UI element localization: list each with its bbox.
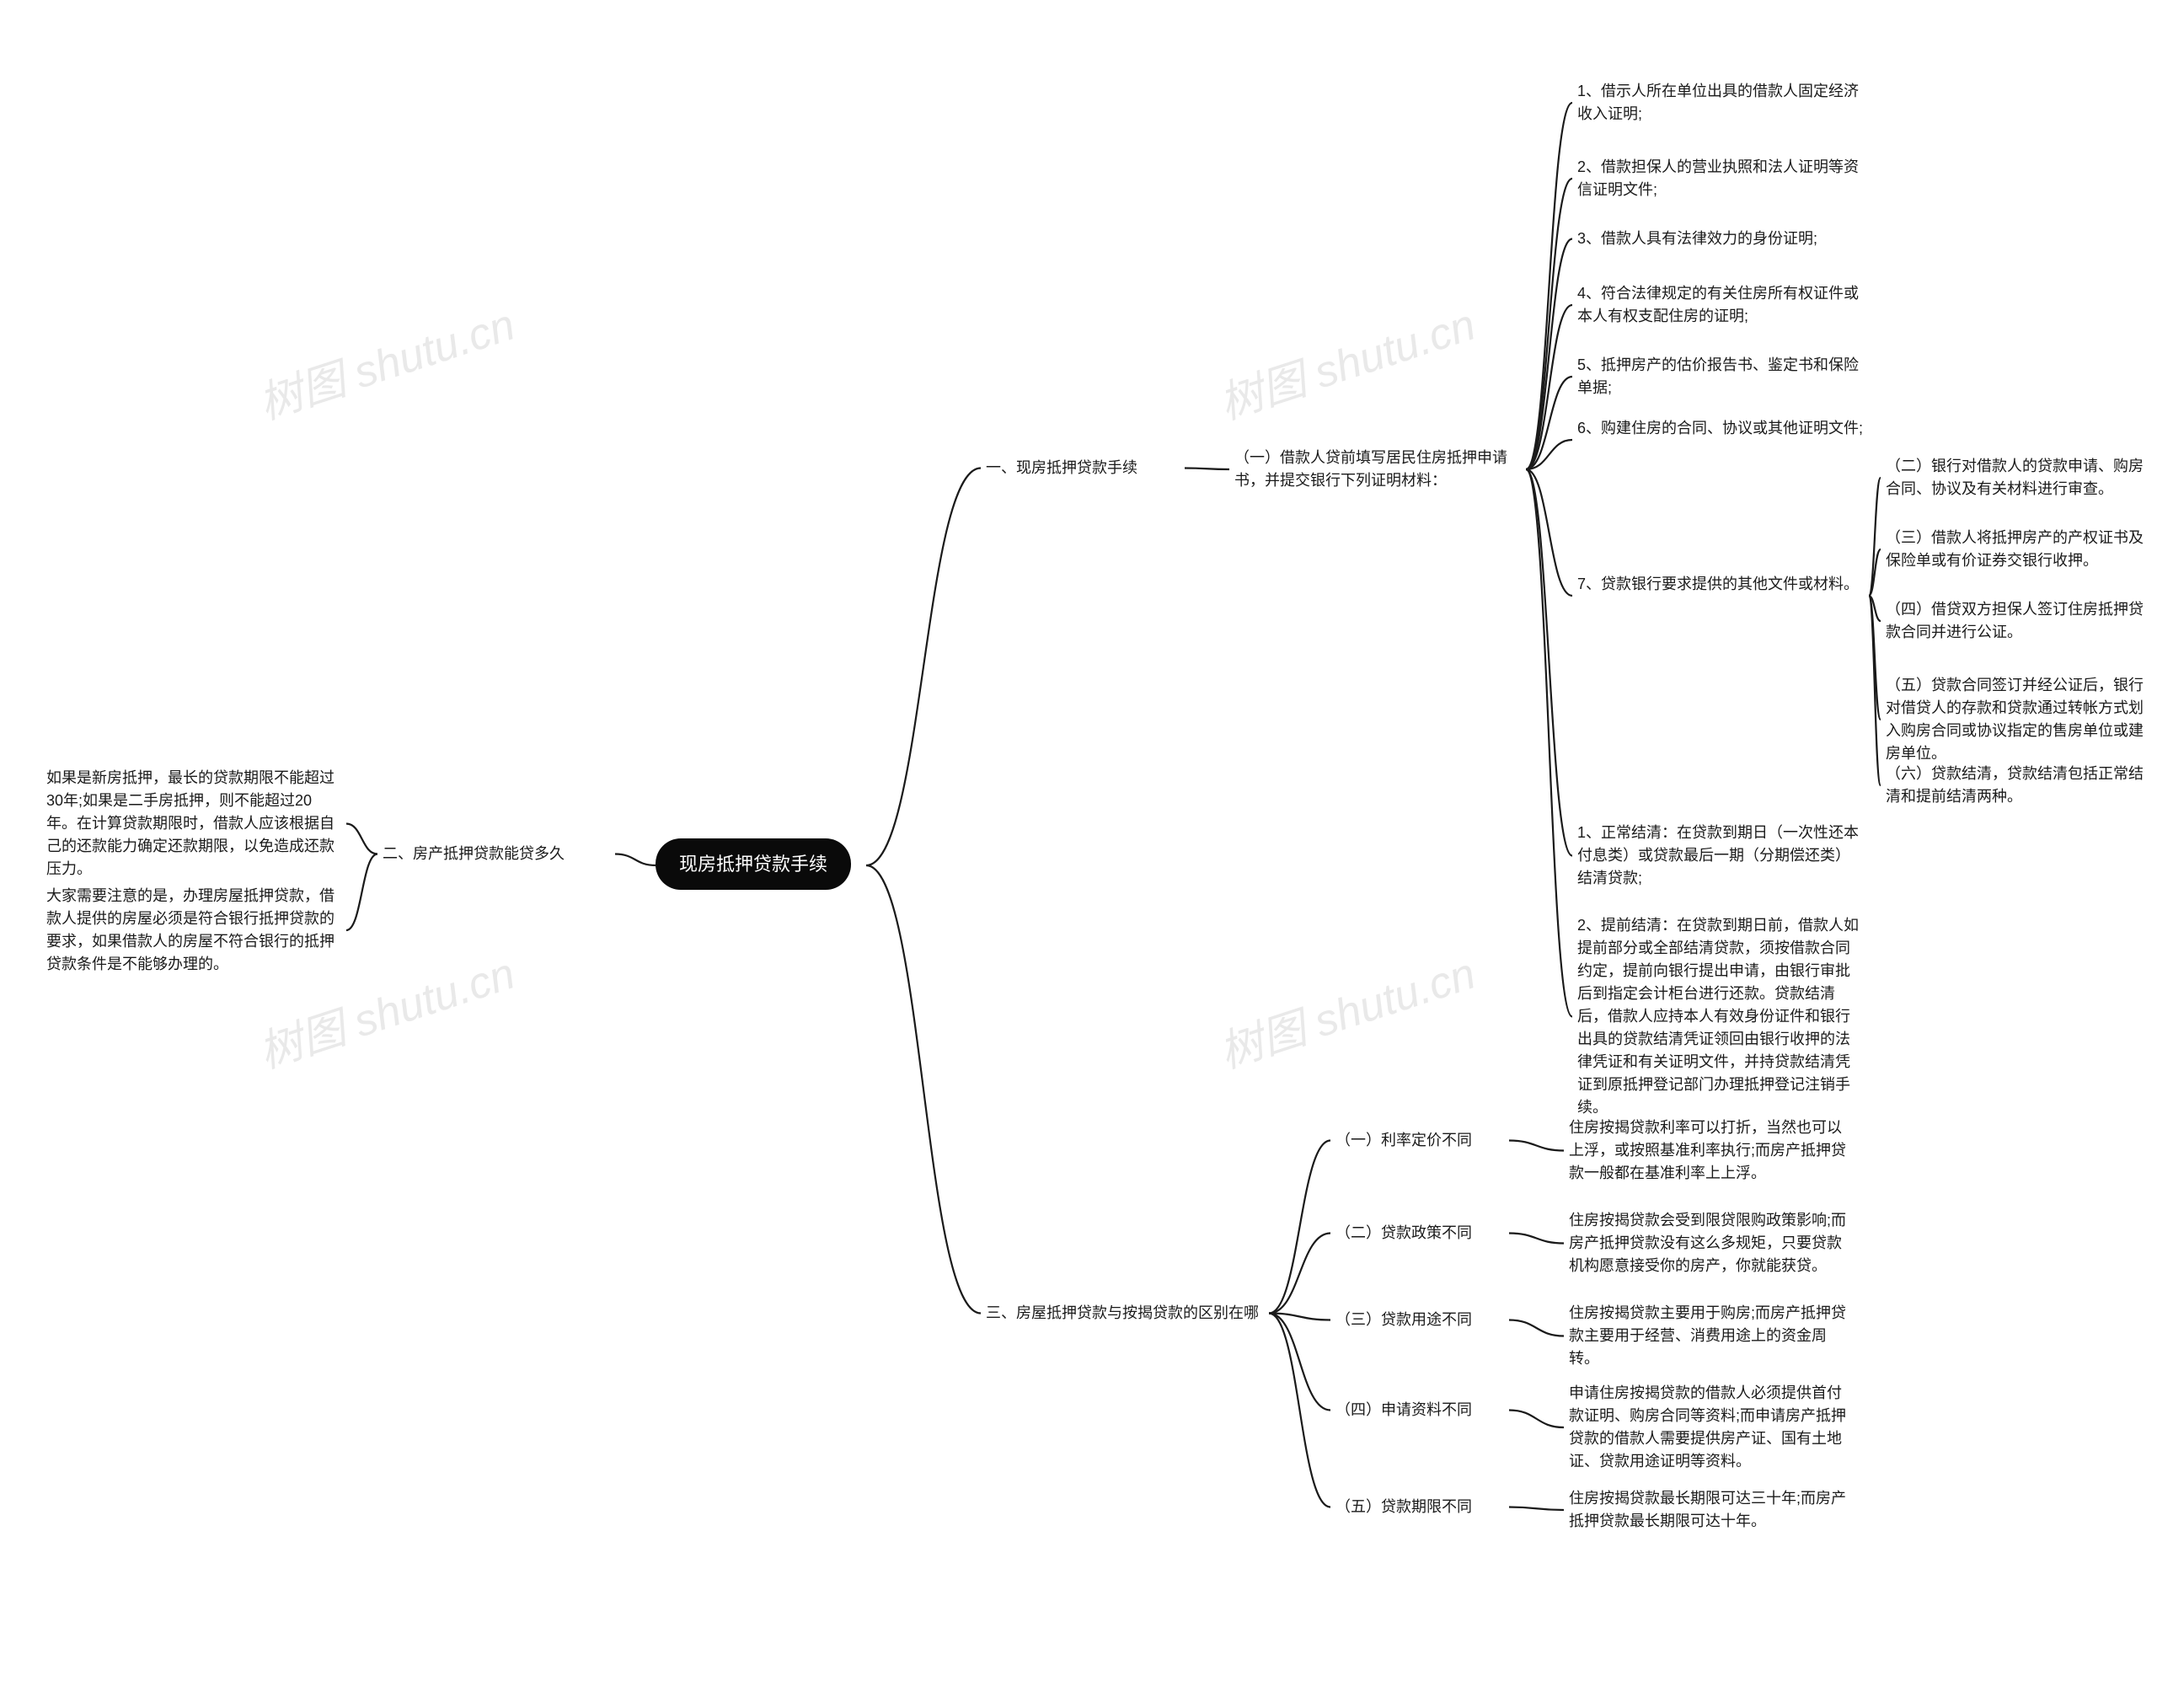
leaf-node: （二）贷款政策不同: [1335, 1222, 1504, 1245]
leaf-node: （五）贷款期限不同: [1335, 1496, 1504, 1518]
leaf-node: 5、抵押房产的估价报告书、鉴定书和保险单据;: [1577, 354, 1864, 399]
watermark: 树图 shutu.cn: [1210, 938, 1482, 1080]
leaf-node: 1、正常结清：在贷款到期日（一次性还本付息类）或贷款最后一期（分期偿还类）结清贷…: [1577, 822, 1864, 890]
branch-node: 二、房产抵押贷款能贷多久: [383, 843, 610, 865]
leaf-node: 住房按揭贷款会受到限贷限购政策影响;而房产抵押贷款没有这么多规矩，只要贷款机构愿…: [1569, 1209, 1855, 1277]
leaf-node: （一）借款人贷前填写居民住房抵押申请书，并提交银行下列证明材料：: [1234, 447, 1521, 492]
branch-node: 三、房屋抵押贷款与按揭贷款的区别在哪: [986, 1302, 1264, 1325]
leaf-node: 1、借示人所在单位出具的借款人固定经济收入证明;: [1577, 80, 1864, 126]
watermark: 树图 shutu.cn: [249, 289, 522, 431]
leaf-node: 2、提前结清：在贷款到期日前，借款人如提前部分或全部结清贷款，须按借款合同约定，…: [1577, 914, 1864, 1119]
leaf-node: 6、购建住房的合同、协议或其他证明文件;: [1577, 417, 1864, 440]
leaf-node: （三）贷款用途不同: [1335, 1309, 1504, 1331]
leaf-node: （三）借款人将抵押房产的产权证书及保险单或有价证券交银行收押。: [1886, 527, 2147, 572]
leaf-node: 住房按揭贷款主要用于购房;而房产抵押贷款主要用于经营、消费用途上的资金周转。: [1569, 1302, 1855, 1370]
leaf-node: 如果是新房抵押，最长的贷款期限不能超过30年;如果是二手房抵押，则不能超过20年…: [46, 767, 341, 881]
leaf-node: 住房按揭贷款最长期限可达三十年;而房产抵押贷款最长期限可达十年。: [1569, 1487, 1855, 1533]
leaf-node: （六）贷款结清，贷款结清包括正常结清和提前结清两种。: [1886, 763, 2147, 808]
leaf-node: （二）银行对借款人的贷款申请、购房合同、协议及有关材料进行审查。: [1886, 455, 2147, 501]
leaf-node: 7、贷款银行要求提供的其他文件或材料。: [1577, 573, 1864, 596]
branch-node: 一、现房抵押贷款手续: [986, 457, 1180, 479]
leaf-node: （五）贷款合同签订并经公证后，银行对借贷人的存款和贷款通过转帐方式划入购房合同或…: [1886, 674, 2147, 765]
leaf-node: 大家需要注意的是，办理房屋抵押贷款，借款人提供的房屋必须是符合银行抵押贷款的要求…: [46, 885, 341, 976]
leaf-node: 3、借款人具有法律效力的身份证明;: [1577, 228, 1864, 250]
leaf-node: （一）利率定价不同: [1335, 1129, 1504, 1152]
leaf-node: 4、符合法律规定的有关住房所有权证件或本人有权支配住房的证明;: [1577, 282, 1864, 328]
leaf-node: 住房按揭贷款利率可以打折，当然也可以上浮，或按照基准利率执行;而房产抵押贷款一般…: [1569, 1116, 1855, 1185]
leaf-node: 申请住房按揭贷款的借款人必须提供首付款证明、购房合同等资料;而申请房产抵押贷款的…: [1569, 1382, 1855, 1473]
leaf-node: （四）借贷双方担保人签订住房抵押贷款合同并进行公证。: [1886, 598, 2147, 644]
leaf-node: 2、借款担保人的营业执照和法人证明等资信证明文件;: [1577, 156, 1864, 201]
leaf-node: （四）申请资料不同: [1335, 1399, 1504, 1422]
watermark: 树图 shutu.cn: [1210, 289, 1482, 431]
root-node: 现房抵押贷款手续: [656, 838, 851, 890]
